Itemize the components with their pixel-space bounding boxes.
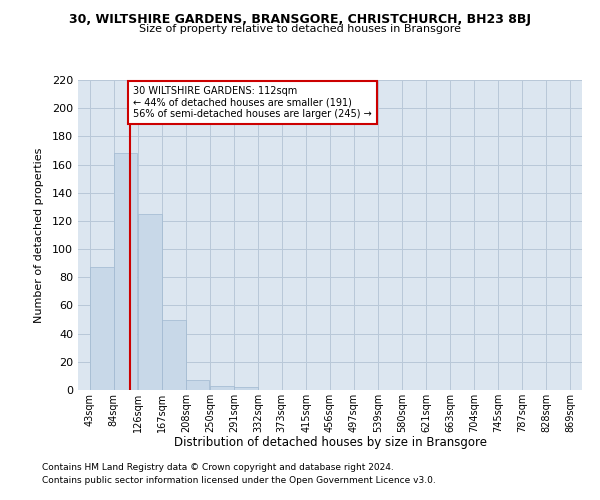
Text: Contains HM Land Registry data © Crown copyright and database right 2024.: Contains HM Land Registry data © Crown c… xyxy=(42,464,394,472)
Bar xyxy=(114,154,137,390)
Bar xyxy=(162,320,185,390)
Bar xyxy=(235,387,257,390)
Bar xyxy=(211,386,234,390)
Bar xyxy=(139,214,162,390)
Bar xyxy=(90,268,113,390)
Text: Distribution of detached houses by size in Bransgore: Distribution of detached houses by size … xyxy=(173,436,487,449)
Text: Contains public sector information licensed under the Open Government Licence v3: Contains public sector information licen… xyxy=(42,476,436,485)
Bar xyxy=(186,380,209,390)
Text: Size of property relative to detached houses in Bransgore: Size of property relative to detached ho… xyxy=(139,24,461,34)
Y-axis label: Number of detached properties: Number of detached properties xyxy=(34,148,44,322)
Text: 30 WILTSHIRE GARDENS: 112sqm
← 44% of detached houses are smaller (191)
56% of s: 30 WILTSHIRE GARDENS: 112sqm ← 44% of de… xyxy=(133,86,371,119)
Text: 30, WILTSHIRE GARDENS, BRANSGORE, CHRISTCHURCH, BH23 8BJ: 30, WILTSHIRE GARDENS, BRANSGORE, CHRIST… xyxy=(69,12,531,26)
